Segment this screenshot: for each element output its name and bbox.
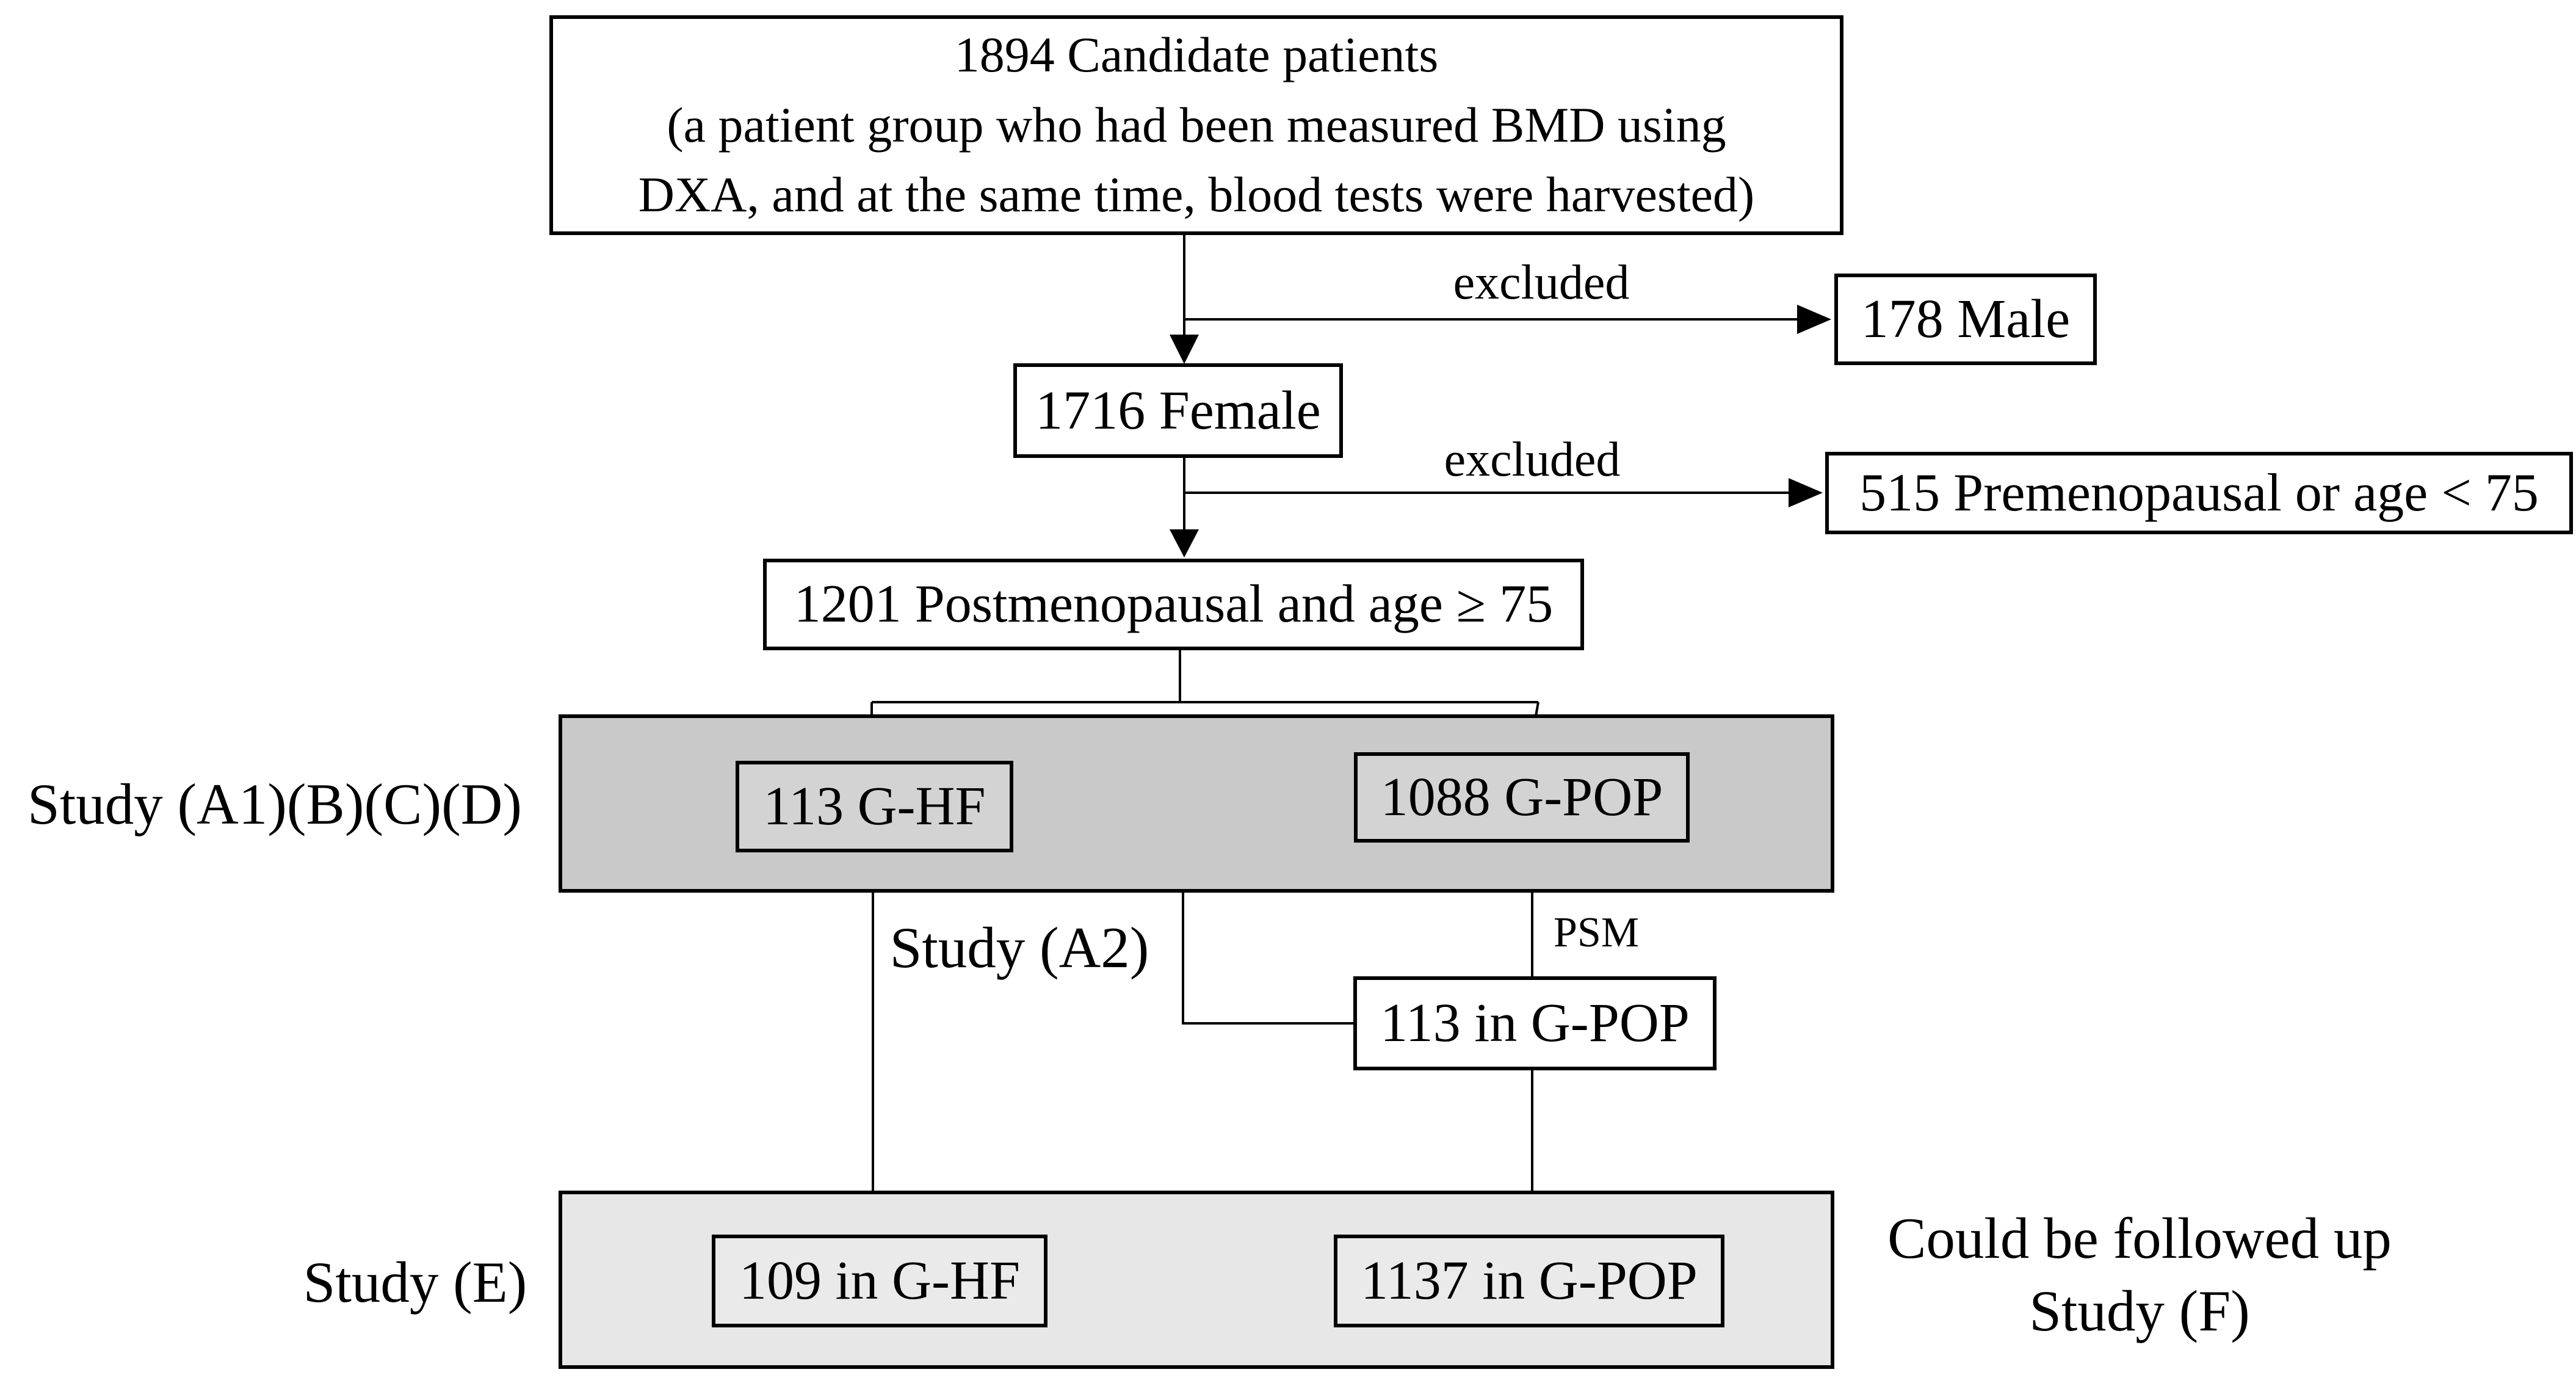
followup-line-1: Could be followed up: [1887, 1206, 2392, 1271]
flow-lines: [870, 235, 1797, 1236]
excluded-label-1: excluded: [1453, 255, 1630, 310]
candidate-line-1: 1894 Candidate patients: [954, 26, 1439, 82]
ghf-followup-box: 109 in G-HF: [712, 1235, 1047, 1327]
matched-gpop-box: 113 in G-POP: [1353, 976, 1717, 1070]
gpop-group-box: 1088 G-POP: [1354, 752, 1690, 843]
study-abcd-label: Study (A1)(B)(C)(D): [27, 771, 522, 836]
male-excluded-box: 178 Male: [1834, 274, 2097, 365]
followup-label: Could be followed up Study (F): [1850, 1202, 2429, 1348]
ghf-group-box: 113 G-HF: [736, 761, 1013, 852]
postmenopausal-box: 1201 Postmenopausal and age ≥ 75: [763, 559, 1584, 650]
candidate-line-3: DXA, and at the same time, blood tests w…: [638, 167, 1755, 223]
candidate-patients-text: 1894 Candidate patients (a patient group…: [639, 20, 1755, 230]
arrow-down-icon: [1170, 335, 1199, 364]
premenopausal-excluded-box: 515 Premenopausal or age < 75: [1825, 452, 2573, 534]
followup-label-text: Could be followed up Study (F): [1887, 1202, 2392, 1348]
candidate-patients-box: 1894 Candidate patients (a patient group…: [549, 15, 1843, 235]
excluded-label-2: excluded: [1444, 432, 1621, 487]
candidate-line-2: (a patient group who had been measured B…: [667, 96, 1726, 153]
arrow-right-icon: [1789, 478, 1823, 507]
gpop-followup-box: 1137 in G-POP: [1334, 1235, 1724, 1327]
study-a2-label: Study (A2): [889, 915, 1149, 981]
arrowheads: [1170, 305, 1831, 557]
followup-line-2: Study (F): [2029, 1279, 2250, 1343]
arrow-right-icon: [1797, 305, 1831, 334]
psm-label: PSM: [1554, 909, 1640, 957]
arrow-down-icon: [1170, 529, 1199, 557]
female-box: 1716 Female: [1013, 363, 1343, 458]
study-e-label: Study (E): [303, 1250, 527, 1315]
